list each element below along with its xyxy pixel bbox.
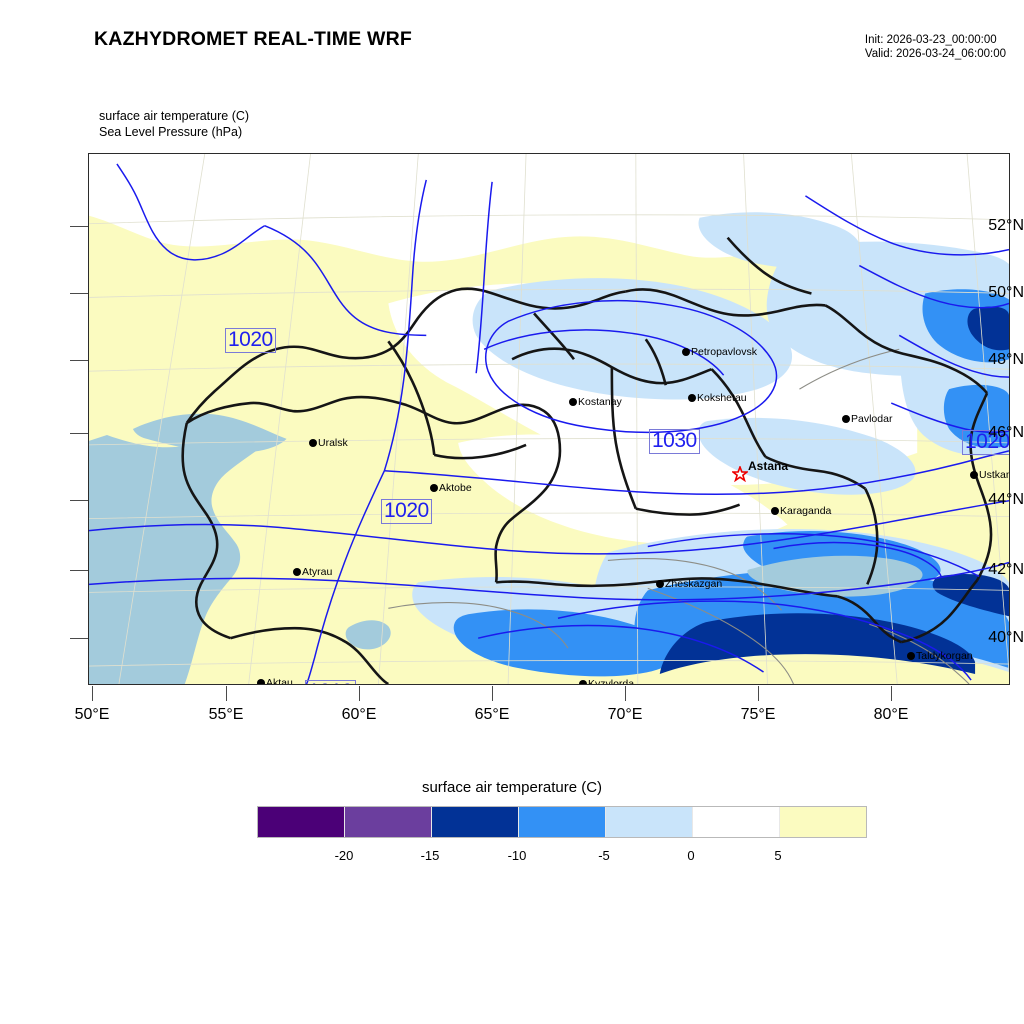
map-canvas [89,154,1009,684]
lat-tick [70,360,88,361]
field-caption: surface air temperature (C) Sea Level Pr… [99,108,249,140]
lon-tick-label: 70°E [607,706,643,723]
lat-tick-label: 42°N [988,561,1024,578]
lat-tick [70,500,88,501]
colorbar-swatch-6 [692,807,779,837]
lon-tick-label: 50°E [74,706,110,723]
colorbar-title: surface air temperature (C) [421,779,603,796]
colorbar-tick-label: -15 [420,848,440,863]
colorbar-tick-label: 0 [687,848,695,863]
lat-tick [70,638,88,639]
lat-tick [70,293,88,294]
lat-tick [70,570,88,571]
lon-tick [758,686,759,701]
colorbar-swatch-4 [518,807,605,837]
colorbar-swatch-2 [344,807,431,837]
lat-tick-label: 40°N [988,629,1024,646]
lat-tick [70,226,88,227]
lon-tick [891,686,892,701]
lon-tick [492,686,493,701]
temperature-colorbar[interactable] [257,806,867,838]
colorbar-swatch-1 [258,807,344,837]
isobar-label: 1020 [962,430,1009,455]
isobar-label: 1020 [381,499,432,524]
page-title: KAZHYDROMET REAL-TIME WRF [94,28,413,50]
model-run-info: Init: 2026-03-23_00:00:00 Valid: 2026-03… [865,33,1006,61]
lat-tick-label: 46°N [988,424,1024,441]
lat-tick-label: 48°N [988,351,1024,368]
colorbar-tick-label: -10 [507,848,527,863]
lat-tick-label: 52°N [988,217,1024,234]
lat-tick [70,433,88,434]
isobar-label: 1030 [649,429,700,454]
colorbar-swatch-5 [605,807,692,837]
lon-tick-label: 55°E [208,706,244,723]
colorbar-tick-label: -20 [334,848,354,863]
isobar-label: 1020 [997,684,1010,685]
colorbar-swatch-3 [431,807,518,837]
isobar-label: 1010 [305,680,356,684]
weather-map[interactable]: Petropavlovsk Kostanay Kokshetau Pavloda… [88,153,1010,685]
colorbar-swatch-7 [779,807,866,837]
lat-tick-label: 50°N [988,284,1024,301]
isobar-label: 1020 [225,328,276,353]
colorbar-tick-label: 5 [774,848,782,863]
lon-tick [92,686,93,701]
valid-time: Valid: 2026-03-24_06:00:00 [864,48,1006,60]
lon-tick-label: 75°E [740,706,776,723]
field-caption-temperature: surface air temperature (C) [99,109,250,123]
lon-tick-label: 65°E [474,706,510,723]
colorbar-tick-label: -5 [598,848,610,863]
lon-tick [226,686,227,701]
lon-tick-label: 80°E [873,706,909,723]
lon-tick [359,686,360,701]
lon-tick-label: 60°E [341,706,377,723]
lat-tick-label: 44°N [988,491,1024,508]
field-caption-pressure: Sea Level Pressure (hPa) [99,125,243,139]
init-time: Init: 2026-03-23_00:00:00 [864,34,997,46]
lon-tick [625,686,626,701]
